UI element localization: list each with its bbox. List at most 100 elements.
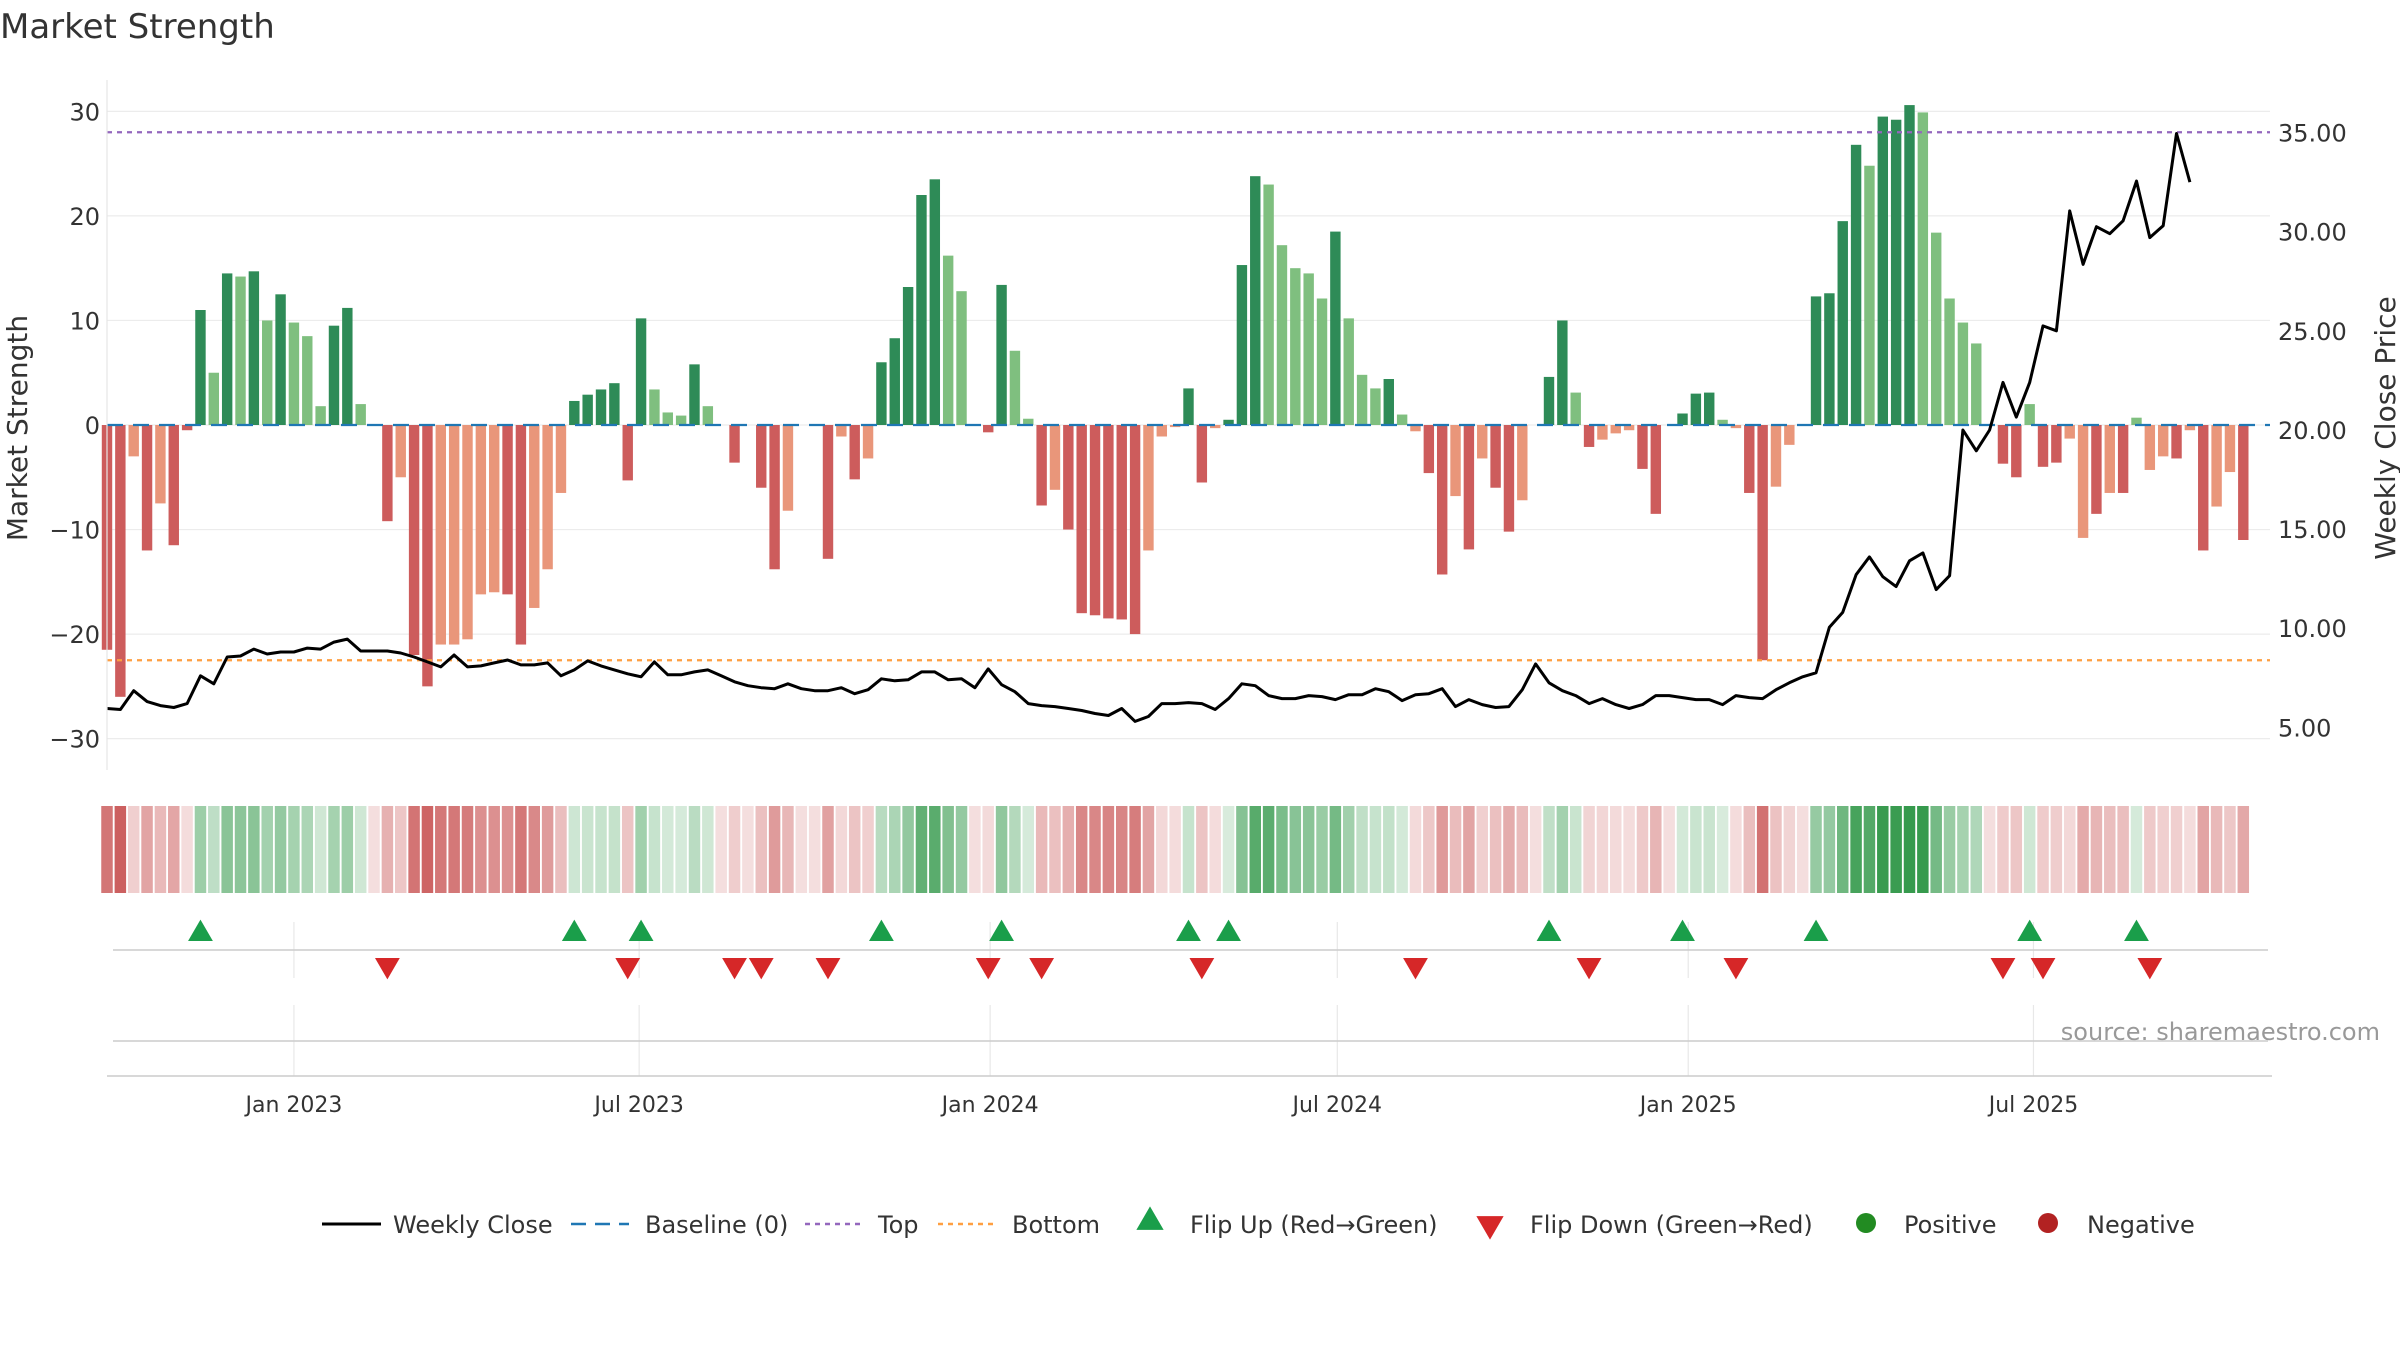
strip-cell <box>715 806 727 893</box>
strip-cell <box>301 806 314 893</box>
positive-bar <box>1877 116 1889 425</box>
flip-down-marker <box>1576 958 1602 980</box>
negative-bar <box>475 425 487 595</box>
legend-label: Weekly Close <box>393 1211 553 1239</box>
negative-bar <box>1129 425 1141 635</box>
strip-cell <box>181 806 193 893</box>
strip-cell <box>274 806 287 893</box>
strip-cell <box>141 806 153 893</box>
strip-cell <box>1129 806 1141 893</box>
strip-cell <box>1796 806 1809 893</box>
negative-bar <box>1156 425 1168 437</box>
negative-bar <box>1450 425 1461 497</box>
strip-cell <box>1369 806 1382 893</box>
strip-cell <box>635 806 647 893</box>
flip-markers <box>188 919 2163 980</box>
strip-cell <box>1943 806 1956 893</box>
positive-bar <box>1824 293 1835 425</box>
strip-cell <box>515 806 527 893</box>
strip-cell <box>221 806 233 893</box>
strip-cell <box>1356 806 1368 893</box>
positive-bar <box>1330 231 1341 425</box>
legend-label: Flip Up (Red→Green) <box>1190 1211 1438 1239</box>
strip-cell <box>1156 806 1168 893</box>
strength-heat-strip <box>101 806 2250 893</box>
positive-bar <box>1396 414 1408 425</box>
weekly-close-series <box>106 132 2192 723</box>
strip-cell <box>1209 806 1221 893</box>
strip-cell <box>1690 806 1702 893</box>
strip-cell <box>795 806 808 893</box>
negative-bar <box>1463 425 1475 550</box>
positive-bar <box>1183 388 1194 425</box>
positive-bar <box>996 284 1007 425</box>
strip-cell <box>1836 806 1849 893</box>
legend-item-positive: Positive <box>1856 1211 1997 1239</box>
strip-cell <box>261 806 273 893</box>
legend-item-top: Top <box>805 1211 919 1239</box>
positive-bar <box>342 307 353 425</box>
positive-bar <box>649 389 660 425</box>
negative-bar <box>822 425 834 559</box>
strip-cell <box>1743 806 1756 893</box>
flip-down-icon <box>1476 1216 1504 1240</box>
strip-cell <box>2117 806 2129 893</box>
strip-cell <box>475 806 487 893</box>
strip-cell <box>555 806 567 893</box>
reference-lines <box>107 131 2270 662</box>
strip-cell <box>1409 806 1422 893</box>
strip-cell <box>1503 806 1515 893</box>
flip-up-marker <box>1670 919 1695 941</box>
strip-cell <box>728 806 741 893</box>
strip-cell <box>1329 806 1342 893</box>
strip-cell <box>608 806 621 893</box>
flip-up-marker <box>1176 919 1201 941</box>
chart-title: Market Strength <box>0 7 275 47</box>
negative-bar <box>1477 425 1488 459</box>
strip-cell <box>288 806 300 893</box>
strip-cell <box>381 806 394 893</box>
strip-cell <box>1663 806 1675 893</box>
strip-cell <box>1476 806 1488 893</box>
strip-cell <box>1583 806 1595 893</box>
positive-bar <box>956 291 967 425</box>
legend-label: Negative <box>2087 1211 2195 1239</box>
strip-cell <box>969 806 981 893</box>
y-right-tick-label: 5.00 <box>2278 714 2331 742</box>
strip-cell <box>394 806 407 893</box>
negative-bar <box>1637 425 1648 469</box>
negative-bar <box>2117 425 2129 493</box>
negative-bar <box>1770 425 1782 487</box>
y-left-tick-label: 0 <box>85 412 100 440</box>
flip-up-marker <box>188 919 213 941</box>
positive-bar <box>702 406 714 425</box>
y-right-tick-label: 10.00 <box>2278 615 2347 643</box>
y-left-tick-label: −10 <box>49 517 100 545</box>
negative-bar <box>1209 425 1221 429</box>
strip-cell <box>675 806 687 893</box>
strip-cell <box>808 806 821 893</box>
positive-bar <box>1383 379 1394 425</box>
positive-bar <box>1904 105 1915 425</box>
strip-cell <box>581 806 594 893</box>
y-right-tick-label: 20.00 <box>2278 417 2347 445</box>
negative-bar <box>141 425 153 551</box>
flip-up-marker <box>869 919 894 941</box>
strip-cell <box>1142 806 1155 893</box>
strip-cell <box>1770 806 1782 893</box>
flip-down-marker <box>615 958 641 980</box>
positive-bar <box>355 404 366 425</box>
positive-bar <box>208 372 220 425</box>
strip-cell <box>248 806 260 893</box>
strip-cell <box>1115 806 1128 893</box>
legend-item-flip-down: Flip Down (Green→Red) <box>1476 1211 1813 1240</box>
strip-cell <box>168 806 180 893</box>
negative-bar <box>181 425 193 431</box>
negative-bar <box>1076 425 1087 614</box>
strip-cell <box>688 806 701 893</box>
strip-cell <box>234 806 247 893</box>
x-tick-label: Jul 2023 <box>592 1093 684 1118</box>
strip-cell <box>1463 806 1475 893</box>
y-right-tick-label: 15.00 <box>2278 516 2347 544</box>
strip-cell <box>1650 806 1662 893</box>
